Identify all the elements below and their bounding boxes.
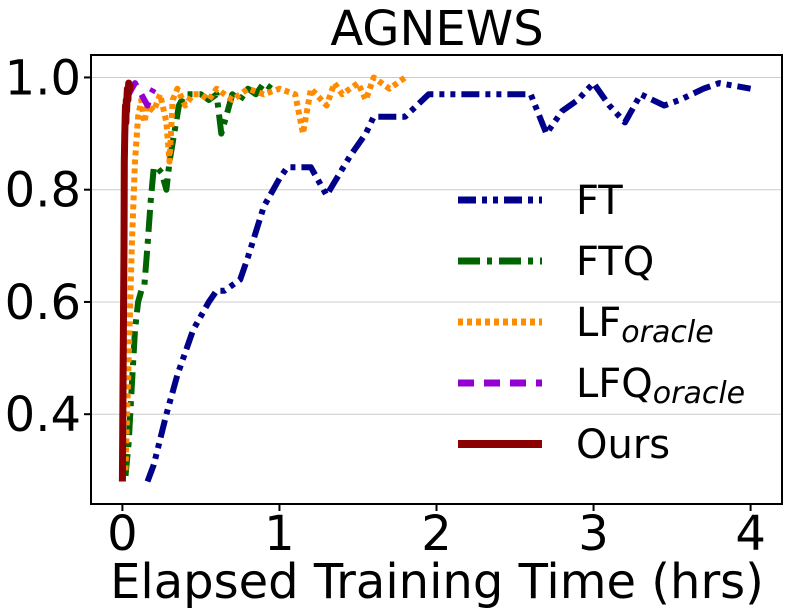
chart-title: AGNEWS (330, 1, 543, 57)
series-lines (118, 74, 752, 483)
series-line-ft (144, 80, 752, 483)
series-line-ftq (122, 80, 274, 477)
y-tick-label: 0.6 (5, 275, 81, 331)
legend-label-lfqoracle: LFQoracle (576, 361, 745, 411)
x-tick-label: 3 (578, 506, 609, 562)
x-tick-label: 4 (735, 506, 766, 562)
legend-label-ftq: FTQ (576, 239, 654, 285)
legend-label-lforacle: LForacle (576, 300, 714, 350)
y-tick-label: 0.4 (5, 387, 81, 443)
x-tick-label: 0 (107, 506, 138, 562)
legend-label-ft: FT (576, 178, 623, 224)
series-line-lforacle (122, 74, 407, 471)
y-tick-label: 0.8 (5, 163, 81, 219)
legend: FT FTQ LForacle LFQoracle Ours (458, 178, 745, 468)
plot-frame (90, 54, 783, 505)
x-tick-label: 1 (264, 506, 295, 562)
legend-subscript: oracle (621, 315, 713, 350)
series-line-ours (118, 79, 134, 482)
legend-label-ours: Ours (576, 422, 670, 468)
y-ticks: 0.4 0.6 0.8 1.0 (5, 50, 91, 443)
y-tick-label: 1.0 (5, 50, 81, 106)
grid-lines (91, 76, 782, 415)
x-axis-label: Elapsed Training Time (hrs) (110, 554, 764, 610)
x-ticks: 0 1 2 3 4 (107, 504, 766, 562)
legend-subscript: oracle (653, 376, 745, 411)
x-tick-label: 2 (421, 506, 452, 562)
